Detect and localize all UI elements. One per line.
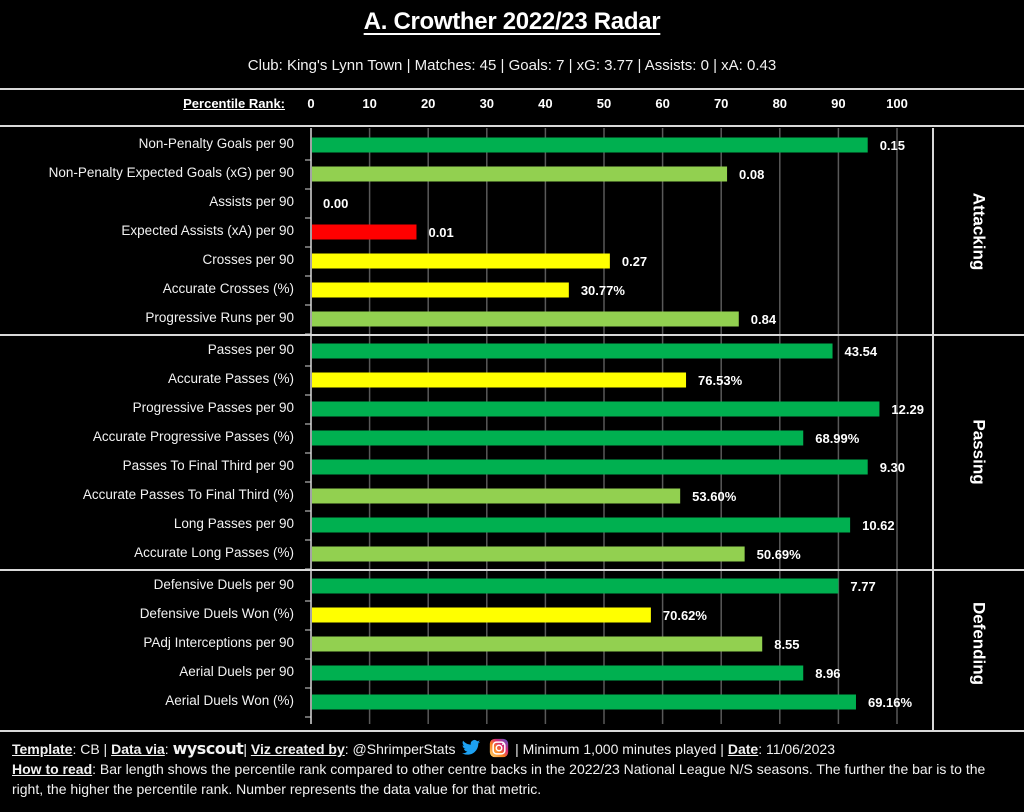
metric-label: Non-Penalty Goals per 90 (138, 136, 294, 151)
player-summary: Club: King's Lynn Town | Matches: 45 | G… (247, 57, 777, 74)
metric-label: Aerial Duels per 90 (179, 664, 294, 679)
x-tick-label: 90 (831, 96, 846, 111)
metric-label: Aerial Duels Won (%) (165, 693, 294, 708)
bar (312, 665, 804, 681)
value-label: 0.84 (751, 312, 777, 327)
chart-title: A. Crowther 2022/23 Radar (363, 8, 661, 35)
metric-label: Accurate Passes (%) (167, 371, 294, 386)
bar (312, 546, 745, 562)
template-label: Template (12, 741, 73, 757)
bar (312, 578, 839, 594)
value-label: 7.77 (850, 579, 875, 594)
metric-label: Expected Assists (xA) per 90 (121, 223, 294, 238)
bar (312, 137, 868, 153)
value-label: 0.00 (323, 196, 348, 211)
bar (312, 607, 651, 623)
x-axis-label: Percentile Rank: (183, 96, 285, 111)
x-tick-label: 30 (479, 96, 495, 111)
x-tick-label: 20 (420, 96, 436, 111)
instagram-icon[interactable] (489, 738, 509, 758)
value-label: 70.62% (663, 608, 708, 623)
data-via-label: Data via (111, 741, 165, 757)
viz-created-label: Viz created by (250, 741, 345, 757)
metric-label: Assists per 90 (209, 194, 294, 209)
metric-label: Defensive Duels Won (%) (139, 606, 294, 621)
metric-label: Progressive Runs per 90 (145, 310, 294, 325)
bar (312, 459, 868, 475)
value-label: 50.69% (757, 547, 802, 562)
metric-label: Progressive Passes per 90 (132, 400, 294, 415)
value-label: 9.30 (880, 460, 905, 475)
date-label: Date (727, 741, 759, 757)
wyscout-logo: wyscout (172, 739, 244, 758)
value-label: 43.54 (845, 344, 878, 359)
value-label: 0.08 (739, 167, 764, 182)
metric-label: Accurate Long Passes (%) (134, 545, 294, 560)
metric-label: Accurate Progressive Passes (%) (92, 429, 294, 444)
footer-how-to-read: How to read: Bar length shows the percen… (12, 759, 1017, 799)
metric-label: Non-Penalty Expected Goals (xG) per 90 (48, 165, 294, 180)
x-tick-label: 80 (772, 96, 788, 111)
x-tick-label: 70 (713, 96, 729, 111)
value-label: 12.29 (891, 402, 924, 417)
metric-label: Accurate Passes To Final Third (%) (82, 487, 294, 502)
template-value: : CB | (72, 741, 112, 757)
bar (312, 694, 856, 710)
how-to-read-text: : Bar length shows the percentile rank c… (12, 761, 986, 797)
bar (312, 224, 417, 240)
bar (312, 488, 681, 504)
metric-label: Passes per 90 (207, 342, 294, 357)
x-tick-label: 40 (538, 96, 553, 111)
x-tick-label: 0 (307, 96, 315, 111)
value-label: 8.96 (815, 666, 840, 681)
header-divider-top (0, 88, 1024, 90)
metric-label: Accurate Crosses (%) (162, 281, 294, 296)
value-label: 0.27 (622, 254, 647, 269)
how-to-read-label: How to read (12, 761, 93, 777)
bar (312, 372, 687, 388)
metric-label: PAdj Interceptions per 90 (143, 635, 294, 650)
date-value: : 11/06/2023 (758, 741, 835, 757)
value-label: 10.62 (862, 518, 895, 533)
data-via-separator: : (164, 741, 173, 757)
bar (312, 430, 804, 446)
minimum-minutes: | Minimum 1,000 minutes played | (511, 741, 728, 757)
bar (312, 253, 610, 269)
section-label-attacking: Attacking (970, 193, 989, 270)
metric-label: Crosses per 90 (202, 252, 294, 267)
value-label: 76.53% (698, 373, 743, 388)
x-tick-label: 10 (362, 96, 377, 111)
value-label: 0.01 (428, 225, 453, 240)
metric-label: Passes To Final Third per 90 (122, 458, 294, 473)
bar (312, 282, 569, 298)
metric-label: Defensive Duels per 90 (153, 577, 294, 592)
footer: Template: CB | Data via: wyscout| Viz cr… (12, 738, 1017, 799)
value-label: 53.60% (692, 489, 737, 504)
twitter-bird-icon[interactable] (461, 738, 481, 758)
value-label: 30.77% (581, 283, 626, 298)
value-label: 68.99% (815, 431, 860, 446)
section-label-defending: Defending (970, 602, 989, 685)
x-tick-label: 100 (886, 96, 908, 111)
bar (312, 343, 833, 359)
value-label: 8.55 (774, 637, 799, 652)
bar (312, 311, 739, 327)
metric-label: Long Passes per 90 (173, 516, 294, 531)
viz-created-value: : @ShrimperStats (344, 741, 456, 757)
value-label: 69.16% (868, 695, 913, 710)
section-label-passing: Passing (970, 419, 989, 484)
value-label: 0.15 (880, 138, 905, 153)
bar (312, 636, 763, 652)
x-tick-label: 60 (655, 96, 670, 111)
x-tick-label: 50 (596, 96, 612, 111)
bar (312, 517, 851, 533)
bar (312, 166, 728, 182)
bar (312, 401, 880, 417)
viz-separator: | (243, 741, 251, 757)
header-divider-bottom (0, 125, 1024, 127)
footer-credits-line: Template: CB | Data via: wyscout| Viz cr… (12, 738, 1017, 759)
